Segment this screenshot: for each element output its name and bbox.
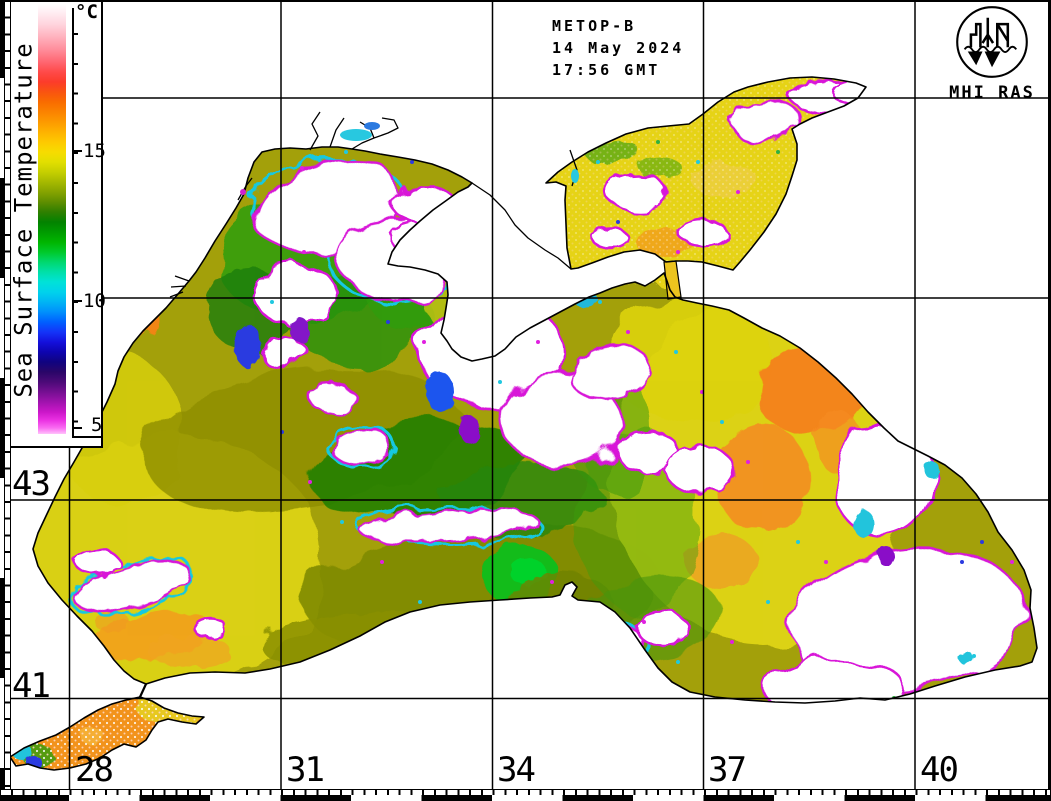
header-block: METOP-B 14 May 2024 17:56 GMT	[552, 15, 684, 81]
lon-label-37: 37	[708, 750, 747, 790]
colorbar-major-tick-5	[74, 427, 82, 429]
black-sea-coast	[32, 146, 1038, 704]
satellite-name: METOP-B	[552, 17, 637, 35]
mhi-ras-label: MHI RAS	[949, 83, 1035, 103]
colorbar-title-wrap: Sea Surface Temperature	[10, 0, 38, 440]
colorbar-gradient	[38, 4, 66, 434]
colorbar-panel: Sea Surface Temperature °C 15 10 5	[10, 0, 106, 448]
frame-top-border	[0, 0, 1051, 2]
colorbar-axis-foot	[72, 436, 101, 438]
colorbar-title: Sea Surface Temperature	[10, 42, 38, 398]
liman-water	[240, 122, 579, 195]
sivash-coast	[471, 182, 572, 270]
mhi-ras-emblem-icon	[956, 6, 1028, 78]
acquisition-time: 17:56 GMT	[552, 61, 661, 79]
colorbar-tick-label-5: 5	[91, 414, 103, 436]
latitude-tick-strip	[0, 0, 12, 790]
colorbar-tick-label-10: 10	[83, 290, 106, 312]
colorbar-minor-ticks	[74, 33, 78, 427]
colorbar-tick-label-15: 15	[83, 140, 106, 162]
danube-delta-arms	[169, 275, 190, 298]
lat-label-41: 41	[12, 666, 51, 706]
latitude-degree-bar	[0, 0, 5, 790]
colorbar-major-tick-15	[74, 150, 82, 152]
longitude-tick-strip	[0, 789, 1051, 801]
longitude-minute-ticks	[0, 790, 1051, 795]
sea-of-marmara-coast	[9, 696, 205, 771]
bug-liman	[309, 111, 345, 151]
frame-right-border	[1048, 0, 1051, 801]
colorbar-axis	[72, 8, 74, 438]
lon-label-28: 28	[75, 750, 114, 790]
sea-of-azov-coast	[545, 76, 867, 271]
mhi-ras-logo: MHI RAS	[934, 3, 1050, 103]
coastline	[9, 76, 1038, 771]
dniester-liman	[237, 177, 253, 201]
latitude-minute-ticks	[5, 0, 11, 790]
colorbar-major-tick-10	[74, 300, 82, 302]
lat-label-43: 43	[12, 464, 51, 504]
longitude-degree-bar	[0, 795, 1051, 801]
acquisition-date: 14 May 2024	[552, 39, 685, 57]
lon-label-40: 40	[920, 750, 959, 790]
lon-label-34: 34	[497, 750, 536, 790]
lon-label-31: 31	[286, 750, 325, 790]
bosphorus-strait	[139, 683, 147, 698]
colorbar-unit: °C	[75, 1, 98, 23]
